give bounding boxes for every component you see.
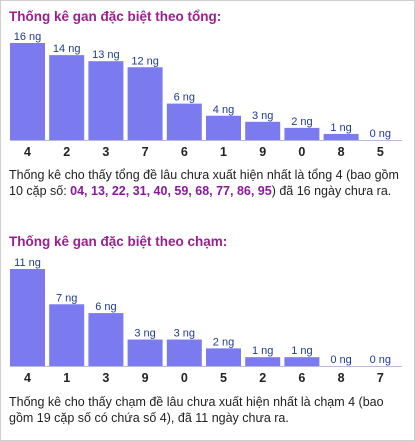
sum-category-label: 5 xyxy=(377,145,384,159)
sum-desc-end: ) đã 16 ngày chưa ra. xyxy=(271,184,392,198)
touch-bar-6 xyxy=(284,357,320,366)
touch-bar-2 xyxy=(245,357,281,366)
sum-bar-6 xyxy=(166,103,202,140)
touch-category-label: 5 xyxy=(220,371,227,385)
touch-category-label: 0 xyxy=(181,371,188,385)
sum-value-label: 13 ng xyxy=(92,49,120,61)
sum-bar-1 xyxy=(206,115,241,140)
touch-category-label: 9 xyxy=(142,371,149,385)
touch-value-label: 3 ng xyxy=(134,328,155,340)
touch-value-label: 1 ng xyxy=(252,345,273,357)
sum-category-label: 0 xyxy=(298,145,305,159)
touch-category-label: 2 xyxy=(259,371,266,385)
sum-category-label: 2 xyxy=(63,145,70,159)
sum-category-label: 9 xyxy=(259,145,266,159)
touch-category-label: 8 xyxy=(338,371,345,385)
touch-category-label: 4 xyxy=(24,371,31,385)
touch-section-title: Thống kê gan đặc biệt theo chạm: xyxy=(9,234,228,249)
sum-desc-text: Thống kê cho thấy tổng đề lâu chưa xuất … xyxy=(9,168,399,198)
touch-bar-9 xyxy=(127,339,163,366)
sum-value-label: 3 ng xyxy=(252,110,273,122)
sum-category-label: 4 xyxy=(24,145,31,159)
sum-category-label: 7 xyxy=(142,145,149,159)
touch-bar-1 xyxy=(49,304,85,366)
touch-value-label: 1 ng xyxy=(291,345,312,357)
sum-bar-3 xyxy=(88,61,124,140)
sum-category-label: 6 xyxy=(181,145,188,159)
touch-desc-text: Thống kê cho thấy chạm đề lâu chưa xuất … xyxy=(9,395,384,425)
touch-value-label: 11 ng xyxy=(14,257,41,269)
sum-value-label: 6 ng xyxy=(174,92,195,104)
sum-category-label: 8 xyxy=(338,145,345,159)
sum-value-label: 14 ng xyxy=(53,43,81,55)
touch-value-label: 2 ng xyxy=(213,336,234,348)
sum-bar-4 xyxy=(10,43,45,140)
sum-bar-2 xyxy=(49,55,85,140)
touch-value-label: 0 ng xyxy=(330,354,351,366)
sum-value-label: 1 ng xyxy=(330,122,351,134)
touch-bar-4 xyxy=(10,269,45,366)
touch-bar-3 xyxy=(88,313,124,366)
touch-bar-0 xyxy=(166,339,202,366)
sum-bar-9 xyxy=(245,121,281,140)
sum-value-label: 12 ng xyxy=(131,55,159,67)
sum-category-label: 3 xyxy=(102,145,109,159)
sum-desc-numbers: 04, 13, 22, 31, 40, 59, 68, 77, 86, 95 xyxy=(70,184,272,198)
touch-category-label: 3 xyxy=(102,371,109,385)
sum-bar-8 xyxy=(323,133,359,140)
touch-section-description: Thống kê cho thấy chạm đề lâu chưa xuất … xyxy=(9,394,409,426)
sum-value-label: 16 ng xyxy=(14,31,42,43)
touch-value-label: 7 ng xyxy=(56,292,77,304)
touch-category-label: 1 xyxy=(63,371,70,385)
sum-category-label: 1 xyxy=(220,145,227,159)
touch-value-label: 3 ng xyxy=(174,328,195,340)
sum-value-label: 0 ng xyxy=(370,128,391,140)
sum-bar-7 xyxy=(127,67,163,140)
sum-bar-0 xyxy=(284,127,320,140)
touch-gan-bar-chart: 11 ng 4 7 ng 1 6 ng 3 3 ng 9 3 ng 0 2 ng 5 1 ng 2 1 ng… xyxy=(10,257,402,385)
touch-bar-5 xyxy=(206,348,241,366)
sum-section-description: Thống kê cho thấy tổng đề lâu chưa xuất … xyxy=(9,167,409,199)
sum-section-title: Thống kê gan đặc biệt theo tổng: xyxy=(9,9,222,24)
touch-value-label: 0 ng xyxy=(370,354,391,366)
sum-value-label: 2 ng xyxy=(291,116,312,128)
touch-category-label: 6 xyxy=(298,371,305,385)
touch-category-label: 7 xyxy=(377,371,384,385)
sum-value-label: 4 ng xyxy=(213,104,234,116)
touch-value-label: 6 ng xyxy=(95,301,116,313)
